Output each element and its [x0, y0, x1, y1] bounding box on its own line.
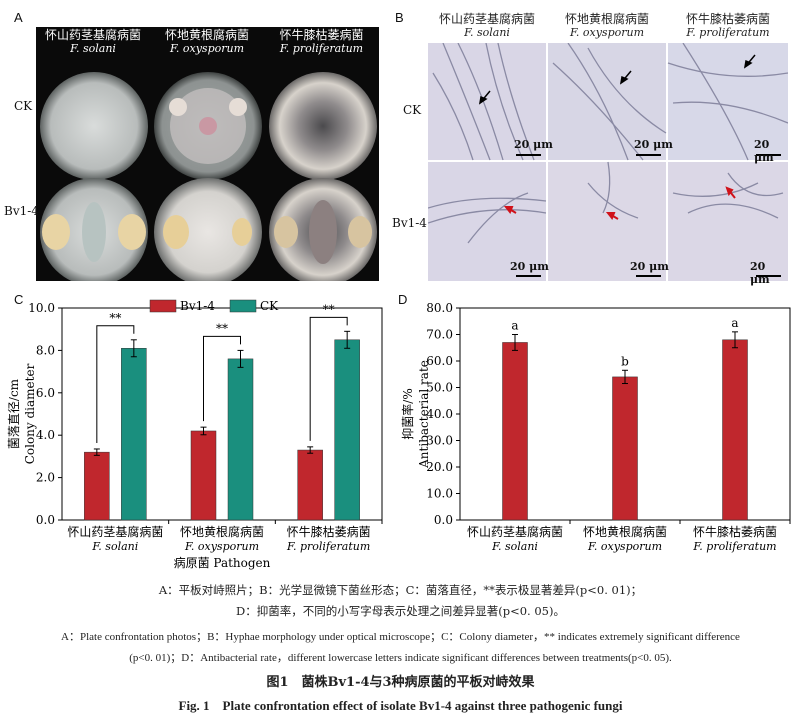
scale-bar-label: 20 μm: [634, 138, 673, 151]
panel-b-col3-header: 怀牛膝枯萎病菌 F. proliferatum: [685, 12, 770, 40]
panel-b-label: B: [395, 10, 404, 25]
y-axis-title-cn: 菌落直径/cm: [7, 378, 21, 449]
y-tick-label: 40.0: [426, 407, 453, 421]
panel-a-label: A: [14, 10, 23, 25]
legend-label: Bv1-4: [180, 299, 215, 313]
scale-bar-label: 20 μm: [750, 260, 770, 286]
panel-a-col3-header: 怀牛膝枯萎病菌 F. proliferatum: [279, 28, 364, 55]
panel-d-label: D: [398, 292, 408, 307]
y-axis-title-en: Antibacterial rate: [417, 360, 431, 469]
bar-bv1-4: [84, 451, 110, 521]
significance-mark: **: [109, 311, 121, 325]
significance-bracket: [96, 325, 135, 443]
x-axis-title: 病原菌 Pathogen: [174, 555, 271, 570]
legend-swatch-bv14: [149, 299, 177, 313]
y-tick-label: 4.0: [36, 428, 55, 442]
significance-bracket: [309, 316, 348, 441]
y-tick-label: 30.0: [426, 434, 453, 448]
x-category-label: 怀牛膝枯萎病菌: [693, 524, 777, 539]
significance-letter: b: [621, 354, 629, 368]
y-tick-label: 8.0: [36, 343, 55, 357]
x-category-label: 怀山药茎基腐病菌: [67, 524, 163, 539]
plate-photos-svg: [40, 72, 377, 286]
x-category-label: 怀牛膝枯萎病菌: [287, 524, 371, 539]
figure-title-cn: 图1 菌株Bv1-4与3种病原菌的平板对峙效果: [266, 675, 535, 690]
y-tick-label: 2.0: [36, 471, 55, 485]
bar-antibacterial-rate: [502, 342, 528, 521]
legend-swatch-ck: [229, 299, 257, 313]
y-axis-title-en: Colony diameter: [23, 363, 37, 464]
x-category-label: 怀地黄根腐病菌: [180, 524, 264, 539]
x-category-latin: F. solani: [491, 540, 538, 553]
bar-bv1-4: [297, 449, 323, 521]
x-category-latin: F. proliferatum: [692, 540, 776, 553]
plate-ck-solani: [40, 72, 148, 180]
caption-en-line2: (p<0. 01)；D：Antibacterial rate，different…: [129, 652, 672, 664]
panel-b-row-ck: CK: [403, 103, 422, 117]
panel-b-row-bv: Bv1-4: [392, 216, 427, 230]
scale-bar-label: 20 μm: [514, 138, 553, 151]
plot-frame: [61, 307, 383, 521]
panel-a-photo: 怀山药茎基腐病菌 F. solani 怀地黄根腐病菌 F. oxysporum 怀牛…: [36, 27, 379, 286]
panel-a-col1-header: 怀山药茎基腐病菌 F. solani: [44, 28, 141, 55]
scale-bar-label: 20 μm: [510, 260, 549, 273]
bar-ck: [227, 358, 254, 521]
significance-letter: a: [511, 319, 518, 333]
significance-letter: a: [731, 316, 738, 330]
significance-mark: **: [216, 321, 228, 335]
scale-bar-label: 20 μm: [630, 260, 669, 273]
chart-d-antibacterial-rate: 0.0 10.0 20.0 30.0 40.0 50.0 60.0 70.0 80.0 a 怀山药茎…: [400, 301, 791, 553]
significance-bracket: [203, 335, 241, 422]
x-category-label: 怀地黄根腐病菌: [583, 524, 667, 539]
x-category-latin: F. solani: [91, 540, 138, 553]
panel-b-micrographs: 20 μm 20 μm 20 μm 20 μm 20 μm 20 μm: [427, 42, 789, 286]
y-tick-label: 10.0: [426, 487, 453, 501]
y-tick-label: 70.0: [426, 328, 453, 342]
y-tick-label: 20.0: [426, 460, 453, 474]
bar-ck: [334, 339, 360, 521]
x-category-latin: F. oxysporum: [184, 540, 259, 553]
scale-bar-label: 20 μm: [754, 138, 774, 164]
panel-b-col2-header: 怀地黄根腐病菌 F. oxysporum: [564, 12, 649, 40]
bar-bv1-4: [190, 430, 217, 521]
bar-antibacterial-rate: [612, 376, 638, 521]
caption-cn-line1: A：平板对峙照片；B：光学显微镜下菌丝形态；C：菌落直径，**表示极显著差异(p…: [158, 583, 643, 597]
significance-mark: **: [323, 302, 335, 316]
x-category-latin: F. oxysporum: [587, 540, 662, 553]
panel-b-col1-header: 怀山药茎基腐病菌 F. solani: [438, 12, 535, 40]
caption-en-line1: A：Plate confrontation photos；B：Hyphae mo…: [61, 631, 740, 643]
y-axis-title-cn: 抑菌率/%: [400, 388, 415, 439]
y-tick-label: 0.0: [434, 513, 453, 527]
x-category-label: 怀山药茎基腐病菌: [467, 524, 563, 539]
y-tick-label: 50.0: [426, 381, 453, 395]
y-tick-label: 80.0: [426, 301, 453, 315]
plate-bv-oxysporum: [154, 178, 262, 286]
y-tick-label: 6.0: [36, 386, 55, 400]
panel-c-label: C: [14, 292, 24, 307]
bar-antibacterial-rate: [722, 339, 748, 521]
panel-a-row-ck: CK: [14, 99, 33, 113]
figure-title-en: Fig. 1 Plate confrontation effect of iso…: [178, 698, 623, 713]
x-category-latin: F. proliferatum: [286, 540, 370, 553]
y-tick-label: 0.0: [36, 513, 55, 527]
panel-a-col2-header: 怀地黄根腐病菌 F. oxysporum: [164, 28, 249, 55]
bar-ck: [121, 348, 147, 521]
plate-ck-proliferatum: [269, 72, 377, 180]
caption-cn-line2: D：抑菌率，不同的小写字母表示处理之间差异显著(p<0. 05)。: [236, 604, 565, 618]
panel-a-row-bv: Bv1-4: [4, 204, 39, 218]
legend-label: CK: [260, 299, 279, 313]
y-tick-label: 10.0: [28, 301, 55, 315]
y-tick-label: 60.0: [426, 354, 453, 368]
